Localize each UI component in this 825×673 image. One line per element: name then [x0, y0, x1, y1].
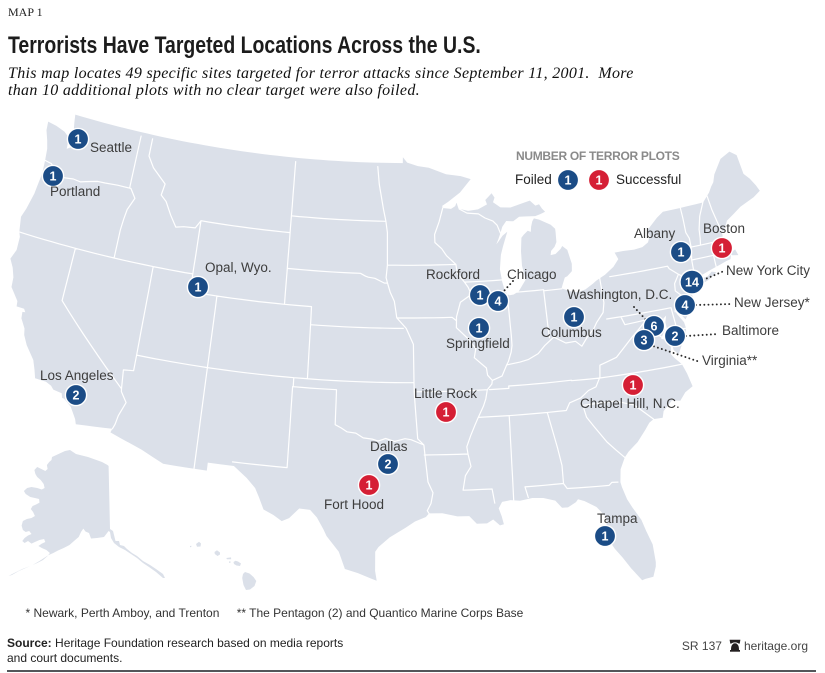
svg-text:3: 3 [641, 333, 648, 347]
svg-text:1: 1 [476, 321, 483, 335]
svg-text:1: 1 [602, 529, 609, 543]
svg-text:1: 1 [75, 132, 82, 146]
svg-text:1: 1 [366, 478, 373, 492]
svg-text:1: 1 [477, 288, 484, 302]
svg-text:14: 14 [685, 275, 699, 289]
svg-text:1: 1 [678, 245, 685, 259]
svg-text:1: 1 [596, 173, 603, 187]
svg-text:1: 1 [571, 310, 578, 324]
svg-text:1: 1 [630, 378, 637, 392]
svg-text:1: 1 [719, 241, 726, 255]
svg-text:1: 1 [195, 280, 202, 294]
svg-text:2: 2 [672, 329, 679, 343]
svg-text:1: 1 [50, 169, 57, 183]
svg-text:1: 1 [443, 405, 450, 419]
svg-text:2: 2 [73, 388, 80, 402]
svg-text:6: 6 [651, 319, 658, 333]
svg-text:4: 4 [682, 298, 689, 312]
svg-text:1: 1 [565, 173, 572, 187]
svg-text:4: 4 [495, 294, 502, 308]
svg-text:2: 2 [385, 457, 392, 471]
